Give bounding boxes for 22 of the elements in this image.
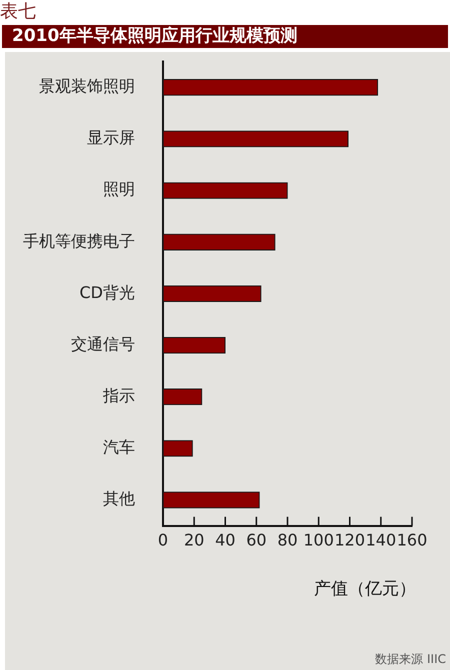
chart-title: 2010年半导体照明应用行业规模预测 — [2, 25, 448, 48]
text: 表七 — [0, 1, 36, 23]
x-tick-label: 60 — [246, 530, 267, 550]
y-tick-label: 照明 — [103, 180, 135, 199]
x-tick-label: 40 — [215, 530, 236, 550]
x-tick-label: 0 — [158, 530, 168, 550]
x-tick-label: 20 — [184, 530, 204, 550]
y-tick-label: 指示 — [102, 386, 135, 406]
source-note: 数据来源 IIIC — [375, 651, 446, 667]
y-tick-label: 显示屏 — [87, 128, 135, 148]
y-tick-label: CD背光 — [80, 282, 135, 302]
x-tick-label: 160 — [396, 530, 428, 550]
y-tick-label: 交通信号 — [71, 334, 135, 354]
y-tick-label: 其他 — [103, 489, 135, 508]
x-tick-label: 120 — [334, 530, 366, 550]
y-tick-label: 手机等便携电子 — [23, 231, 135, 250]
x-tick-label: 100 — [303, 530, 334, 550]
y-tick-label: 汽车 — [103, 438, 135, 457]
y-tick-label: 景观装饰照明 — [39, 76, 135, 96]
x-tick-label: 140 — [366, 530, 396, 550]
x-tick-label: 80 — [277, 530, 298, 550]
x-axis-title: 产值（亿元） — [314, 579, 416, 600]
